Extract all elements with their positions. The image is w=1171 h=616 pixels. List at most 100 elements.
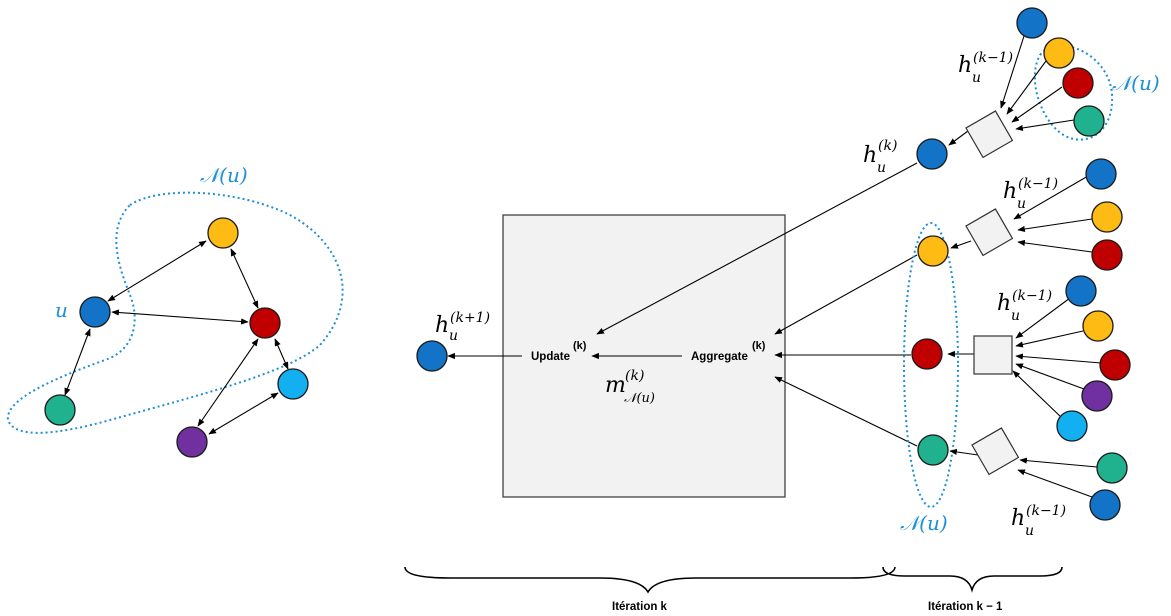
r-nb-yellow: [1082, 310, 1114, 342]
node-teal: [44, 394, 76, 426]
r-edge-5: [1012, 370, 1063, 419]
mid-neighborhood-label: 𝒩(u): [900, 511, 948, 535]
t-edge-2: [1017, 469, 1093, 498]
node-lightblue: [277, 368, 309, 400]
node-red: [249, 307, 281, 339]
left-graph: u 𝒩(u): [6, 163, 344, 458]
svg-text:(k−1): (k−1): [973, 50, 1013, 66]
svg-text:u: u: [449, 328, 458, 344]
top-nb-red: [1062, 67, 1094, 99]
top-edge-4: [1015, 119, 1075, 131]
svg-text:h: h: [863, 143, 877, 168]
t-edge-1: [1019, 457, 1098, 468]
left-neighborhood-label: 𝒩(u): [200, 163, 248, 187]
neighbor-yellow: [917, 235, 949, 267]
aggregate-superscript: (k): [752, 340, 766, 352]
svg-text:h: h: [958, 53, 972, 78]
edge-yellow-red: [230, 248, 259, 309]
top-edge-2: [1006, 60, 1047, 115]
svg-text:u: u: [1025, 523, 1034, 539]
y-nb-red: [1091, 239, 1123, 271]
top-nb-teal: [1073, 105, 1105, 137]
r-edge-3: [1015, 353, 1102, 364]
brace-iteration-k-minus-1: [882, 566, 1063, 593]
svg-text:(k+1): (k+1): [450, 310, 490, 326]
self-embedding-label: h u (k): [863, 138, 897, 176]
update-label: Update: [531, 351, 570, 363]
svg-text:(k): (k): [878, 138, 897, 154]
node-purple: [176, 426, 208, 458]
aggregate-label: Aggregate: [691, 351, 748, 363]
r-nb-lightblue: [1056, 410, 1088, 442]
iteration-braces: Itération k Itération k − 1: [404, 566, 1063, 613]
r-edge-1: [1015, 297, 1071, 339]
label-iteration-k-minus-1: Itération k − 1: [928, 601, 1003, 613]
output-embedding-label: h u (k+1): [435, 310, 490, 344]
brace-iteration-k: [404, 566, 896, 594]
output-node: [416, 340, 448, 372]
r-nb-blue: [1065, 275, 1097, 307]
r-nb-purple: [1081, 380, 1113, 412]
edge-purple-lightblue: [208, 392, 279, 435]
svg-text:u: u: [1017, 196, 1026, 212]
node-yellow: [207, 217, 239, 249]
node-u-label: u: [55, 298, 68, 322]
r-edge-4: [1015, 363, 1085, 390]
node-u: [79, 296, 111, 328]
top-edge-3: [1011, 86, 1063, 123]
right-column: 𝒩(u) h u (k−1) h u (k) 𝒩(u): [863, 7, 1160, 539]
self-embedding-node: [916, 138, 948, 170]
teal-aggregator-box: [971, 427, 1020, 476]
svg-text:(k−1): (k−1): [1012, 288, 1052, 304]
top-edge-1: [1000, 35, 1025, 109]
mid-neighborhood-outline: [903, 222, 959, 508]
neighbor-red: [911, 338, 943, 370]
svg-text:𝒩(u): 𝒩(u): [624, 391, 655, 406]
edge-red-purple: [197, 338, 259, 427]
left-neighborhood-outline: [6, 191, 344, 434]
svg-text:(k−1): (k−1): [1026, 503, 1066, 519]
svg-text:h: h: [997, 291, 1011, 316]
yellow-aggregator-box: [965, 208, 1014, 257]
edge-u-red: [111, 309, 249, 325]
t-agg-to-node: [949, 448, 979, 456]
y-nb-blue: [1085, 158, 1117, 190]
neighbor-teal: [917, 434, 949, 466]
top-nb-yellow: [1043, 37, 1075, 69]
self-embedding-arrow: [596, 162, 918, 335]
edge-red-lightblue: [274, 338, 289, 370]
y-edge-3: [1017, 239, 1093, 253]
y-edge-2: [1017, 218, 1093, 233]
top-neighborhood-label: 𝒩(u): [1112, 71, 1160, 95]
update-superscript: (k): [573, 340, 587, 352]
svg-text:h: h: [1011, 506, 1025, 531]
y-nb-yellow: [1091, 201, 1123, 233]
red-prev-embedding-label: h u (k−1): [997, 288, 1052, 324]
svg-text:h: h: [1003, 179, 1017, 204]
neighbor-teal-arrow: [774, 376, 918, 447]
y-edge-1: [1013, 175, 1089, 220]
t-nb-teal: [1096, 452, 1128, 484]
red-aggregator-box: [973, 335, 1013, 375]
svg-text:u: u: [1011, 308, 1020, 324]
teal-prev-embedding-label: h u (k−1): [1011, 503, 1066, 539]
svg-text:(k−1): (k−1): [1018, 176, 1058, 192]
svg-text:u: u: [877, 160, 886, 176]
svg-text:h: h: [435, 313, 449, 338]
top-aggregator-box: [965, 110, 1014, 159]
top-nb-blue: [1016, 7, 1048, 39]
t-nb-blue: [1089, 489, 1121, 521]
y-agg-to-node: [950, 240, 972, 249]
svg-text:(k): (k): [625, 368, 644, 384]
yellow-prev-embedding-label: h u (k−1): [1003, 176, 1058, 212]
top-prev-embedding-label: h u (k−1): [958, 50, 1013, 86]
edge-u-yellow: [107, 240, 207, 302]
r-nb-red: [1099, 349, 1131, 381]
neighbor-yellow-arrow: [774, 254, 918, 335]
center-block: Update (k) Aggregate (k) m (k) 𝒩(u) h u …: [416, 214, 786, 498]
top-agg-to-self: [948, 130, 969, 146]
r-edge-2: [1015, 330, 1084, 348]
svg-text:u: u: [972, 70, 981, 86]
label-iteration-k: Itération k: [612, 601, 668, 613]
